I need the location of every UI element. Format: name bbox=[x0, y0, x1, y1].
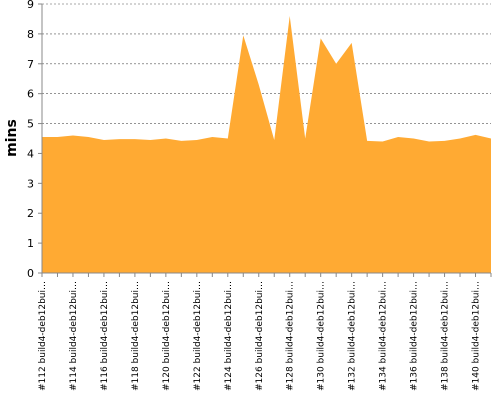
x-tick-label: #138 build4-deb12bui… bbox=[441, 281, 451, 391]
x-tick-label: #118 build4-deb12bui… bbox=[131, 281, 141, 391]
x-tick-label: #132 build4-deb12bui… bbox=[348, 281, 358, 391]
x-tick-label: #130 build4-deb12bui… bbox=[317, 281, 327, 391]
y-tick-label: 5 bbox=[27, 118, 34, 131]
y-tick-label: 9 bbox=[27, 0, 34, 11]
x-tick-label: #136 build4-deb12bui… bbox=[410, 281, 420, 391]
x-tick-label: #124 build4-deb12bui… bbox=[224, 281, 234, 391]
y-tick-label: 8 bbox=[27, 28, 34, 41]
y-tick-label: 2 bbox=[27, 207, 34, 220]
y-tick-label: 1 bbox=[27, 237, 34, 250]
y-tick-label: 0 bbox=[27, 267, 34, 280]
series-area bbox=[42, 15, 491, 273]
y-tick-label: 3 bbox=[27, 177, 34, 190]
x-tick-label: #114 build4-deb12bui… bbox=[69, 281, 79, 391]
y-axis-title: mins bbox=[4, 119, 20, 157]
y-tick-label: 4 bbox=[27, 147, 34, 160]
y-tick-label: 7 bbox=[27, 58, 34, 71]
x-tick-label: #134 build4-deb12bui… bbox=[379, 281, 389, 391]
y-axis-ticks: 0 1 2 3 4 5 6 7 8 9 bbox=[27, 0, 42, 280]
axes bbox=[41, 4, 491, 274]
x-axis-ticks: #112 build4-deb12bui… #114 build4-deb12bu… bbox=[38, 273, 492, 391]
x-tick-label: #122 build4-deb12bui… bbox=[193, 281, 203, 391]
x-tick-label: #112 build4-deb12bui… bbox=[38, 281, 48, 391]
x-tick-label: #128 build4-deb12bui… bbox=[286, 281, 296, 391]
x-tick-label: #126 build4-deb12bui… bbox=[255, 281, 265, 391]
y-tick-label: 6 bbox=[27, 88, 34, 101]
x-tick-label: #140 build4-deb12bui… bbox=[472, 281, 482, 391]
x-tick-label: #116 build4-deb12bui… bbox=[100, 281, 110, 391]
x-tick-label: #120 build4-deb12bui… bbox=[162, 281, 172, 391]
